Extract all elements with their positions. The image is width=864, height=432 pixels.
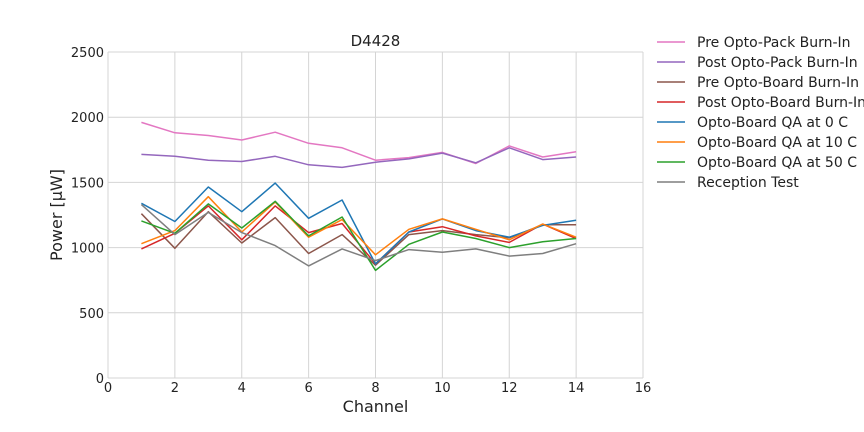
series-lines xyxy=(140,121,577,272)
legend-entry-label: Post Opto-Pack Burn-In xyxy=(697,55,858,71)
x-tick-label: 0 xyxy=(104,381,112,396)
y-axis-label: Power [μW] xyxy=(47,169,66,261)
legend-entry-label: Reception Test xyxy=(697,175,799,191)
series-line-5 xyxy=(141,182,577,265)
grid-lines xyxy=(107,51,644,379)
x-tick-label: 16 xyxy=(635,381,652,396)
legend-entry-label: Opto-Board QA at 50 C xyxy=(697,155,857,171)
legend-entry-label: Opto-Board QA at 0 C xyxy=(697,115,848,131)
legend-entry-label: Pre Opto-Board Burn-In xyxy=(697,75,859,91)
x-tick-label: 4 xyxy=(238,381,246,396)
x-tick-label: 2 xyxy=(171,381,179,396)
y-tick-label: 500 xyxy=(79,307,104,322)
series-line-7 xyxy=(141,200,577,272)
y-tick-label: 1500 xyxy=(71,176,104,191)
chart-title: D4428 xyxy=(351,32,401,50)
x-tick-label: 10 xyxy=(434,381,451,396)
x-axis-label: Channel xyxy=(343,397,409,416)
legend: Pre Opto-Pack Burn-In Post Opto-Pack Burn… xyxy=(657,35,864,191)
series-line-6 xyxy=(141,195,577,256)
y-tick-label: 2500 xyxy=(71,46,104,61)
y-tick-labels: 0 500 1000 1500 2000 2500 xyxy=(71,46,104,387)
legend-entry-label: Opto-Board QA at 10 C xyxy=(697,135,857,151)
legend-entry-label: Post Opto-Board Burn-In xyxy=(697,95,864,111)
x-tick-labels: 0 2 4 6 8 10 12 14 16 xyxy=(104,381,651,396)
legend-entry-label: Pre Opto-Pack Burn-In xyxy=(697,35,851,51)
y-tick-label: 0 xyxy=(96,372,104,387)
y-tick-label: 2000 xyxy=(71,111,104,126)
x-tick-label: 14 xyxy=(568,381,585,396)
series-line-2 xyxy=(141,147,577,169)
x-tick-label: 8 xyxy=(371,381,379,396)
x-tick-label: 12 xyxy=(501,381,518,396)
series-line-1 xyxy=(141,121,577,165)
x-tick-label: 6 xyxy=(304,381,312,396)
series-line-8 xyxy=(140,204,577,267)
y-tick-label: 1000 xyxy=(71,242,104,257)
